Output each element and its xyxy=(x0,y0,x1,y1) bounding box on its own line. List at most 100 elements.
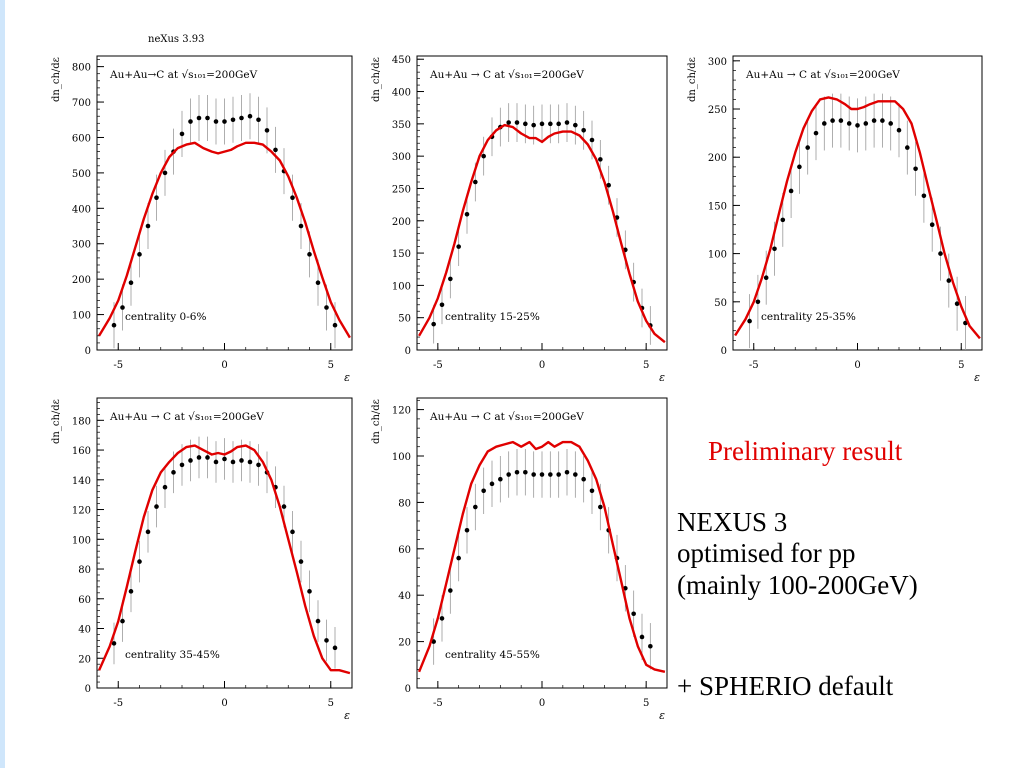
y-tick-label: 300 xyxy=(392,152,411,163)
y-tick-label: 40 xyxy=(398,591,411,602)
data-point xyxy=(506,120,511,125)
data-point xyxy=(145,529,151,535)
data-point xyxy=(780,217,786,223)
data-point xyxy=(145,223,151,229)
y-tick-label: 500 xyxy=(72,169,91,180)
data-point xyxy=(523,469,528,475)
model-curve xyxy=(418,123,666,344)
data-point xyxy=(213,119,219,124)
y-tick-label: 400 xyxy=(392,88,411,99)
data-point xyxy=(154,195,159,200)
centrality-annotation: centrality 0-6% xyxy=(125,311,206,323)
data-point xyxy=(921,193,927,199)
data-point xyxy=(324,305,329,310)
y-tick-label: 250 xyxy=(392,184,411,195)
data-point xyxy=(556,121,561,127)
x-tick-label: 0 xyxy=(221,698,227,709)
data-point xyxy=(307,589,312,594)
data-point xyxy=(448,588,453,593)
data-point xyxy=(290,195,295,200)
x-tick-label: 5 xyxy=(643,360,649,371)
chart-panel-3: 0 50 100 150 200 250 300 -5 0 5ε dn_ch/dε Au+Au → C… xyxy=(687,55,983,384)
x-tick-label: 5 xyxy=(958,360,964,371)
data-point xyxy=(929,222,935,227)
data-point xyxy=(273,147,278,153)
data-point xyxy=(137,559,142,564)
data-point xyxy=(598,504,603,510)
version-label: neXus 3.93 xyxy=(148,34,205,45)
data-point xyxy=(581,476,586,482)
y-tick-label: 50 xyxy=(398,314,411,325)
data-point xyxy=(256,462,261,468)
data-point xyxy=(205,455,210,460)
data-point xyxy=(523,121,528,127)
panel-title: Au+Au → C at √s₁₀₁=200GeV xyxy=(429,411,584,423)
x-axis-label: ε xyxy=(344,371,350,384)
data-point xyxy=(230,117,236,123)
panel-title: Au+Au → C at √s₁₀₁=200GeV xyxy=(745,69,900,81)
panel-title: Au+Au → C at √s₁₀₁=200GeV xyxy=(429,69,584,81)
data-point xyxy=(464,527,470,533)
data-point xyxy=(239,115,244,121)
x-tick-label: 5 xyxy=(643,698,649,709)
centrality-annotation: centrality 35-45% xyxy=(125,649,220,661)
data-point xyxy=(315,280,321,285)
data-point xyxy=(171,470,176,475)
centrality-annotation: centrality 45-55% xyxy=(445,649,540,661)
data-point xyxy=(539,472,545,477)
y-tick-label: 50 xyxy=(714,298,727,309)
data-point xyxy=(913,166,918,172)
y-tick-label: 80 xyxy=(398,498,411,509)
y-tick-label: 140 xyxy=(72,476,91,487)
x-tick-label: 0 xyxy=(539,698,545,709)
x-tick-label: -5 xyxy=(113,698,123,709)
centrality-annotation: centrality 25-35% xyxy=(761,311,856,323)
y-axis-label: dn_ch/dε xyxy=(51,57,62,102)
x-tick-label: -5 xyxy=(749,360,759,371)
data-point xyxy=(222,119,227,124)
x-tick-label: 5 xyxy=(328,360,334,371)
x-tick-label: 5 xyxy=(328,698,334,709)
y-tick-label: 800 xyxy=(72,63,91,74)
data-point xyxy=(539,121,545,127)
data-point xyxy=(247,113,253,119)
data-point xyxy=(954,301,960,307)
x-tick-label: 0 xyxy=(854,360,860,371)
x-tick-label: -5 xyxy=(113,360,123,371)
slide-left-rule xyxy=(0,0,5,768)
data-point xyxy=(264,128,270,133)
data-point xyxy=(196,115,202,121)
y-tick-label: 200 xyxy=(72,275,91,286)
y-tick-label: 40 xyxy=(78,625,91,636)
data-point xyxy=(514,469,520,475)
panel-title: Au+Au→C at √s₁₀₁=200GeV xyxy=(109,69,258,81)
data-point xyxy=(506,472,511,477)
data-point xyxy=(120,305,125,310)
data-point xyxy=(239,458,244,463)
data-point xyxy=(120,618,125,624)
data-point xyxy=(315,618,321,624)
data-point xyxy=(256,117,261,123)
y-tick-label: 600 xyxy=(72,133,91,144)
y-tick-label: 450 xyxy=(392,55,411,66)
data-point xyxy=(747,318,752,324)
data-point xyxy=(332,645,338,651)
y-axis-label: dn_ch/dε xyxy=(687,57,698,102)
x-tick-label: 0 xyxy=(221,360,227,371)
y-tick-label: 120 xyxy=(72,506,91,517)
data-point xyxy=(548,472,553,477)
y-tick-label: 60 xyxy=(78,595,91,606)
data-point xyxy=(188,119,193,124)
data-point xyxy=(813,130,819,136)
data-point xyxy=(188,458,193,463)
spherio-note: + SPHERIO default xyxy=(677,671,894,701)
y-tick-label: 250 xyxy=(708,105,727,116)
data-point xyxy=(556,472,561,477)
data-point xyxy=(805,145,810,150)
data-point xyxy=(154,504,159,509)
data-point xyxy=(230,459,236,465)
data-point xyxy=(439,302,445,308)
data-point xyxy=(946,278,952,283)
data-point xyxy=(639,634,645,640)
